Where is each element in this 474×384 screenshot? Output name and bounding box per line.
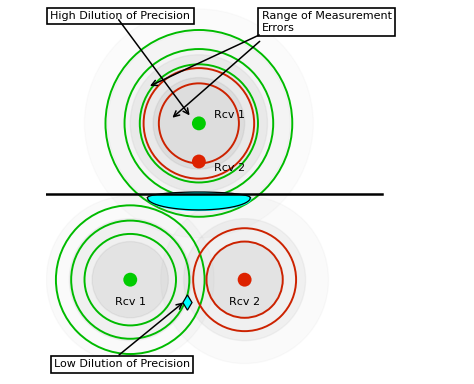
- Point: [127, 276, 134, 283]
- Text: Rcv 2: Rcv 2: [229, 297, 260, 307]
- Text: Rcv 2: Rcv 2: [214, 164, 245, 174]
- Text: Range of Measurement
Errors: Range of Measurement Errors: [262, 11, 392, 33]
- Circle shape: [130, 55, 267, 192]
- Circle shape: [92, 242, 168, 318]
- Circle shape: [207, 242, 283, 318]
- Circle shape: [153, 78, 245, 169]
- Polygon shape: [183, 295, 192, 310]
- Point: [195, 120, 203, 126]
- Circle shape: [108, 32, 291, 215]
- Text: Rcv 1: Rcv 1: [115, 297, 146, 307]
- Text: Rcv 1: Rcv 1: [214, 109, 245, 119]
- Text: High Dilution of Precision: High Dilution of Precision: [50, 11, 190, 21]
- Circle shape: [183, 218, 306, 341]
- Point: [195, 159, 203, 165]
- Text: Low Dilution of Precision: Low Dilution of Precision: [54, 359, 190, 369]
- Point: [241, 276, 248, 283]
- Circle shape: [69, 218, 191, 341]
